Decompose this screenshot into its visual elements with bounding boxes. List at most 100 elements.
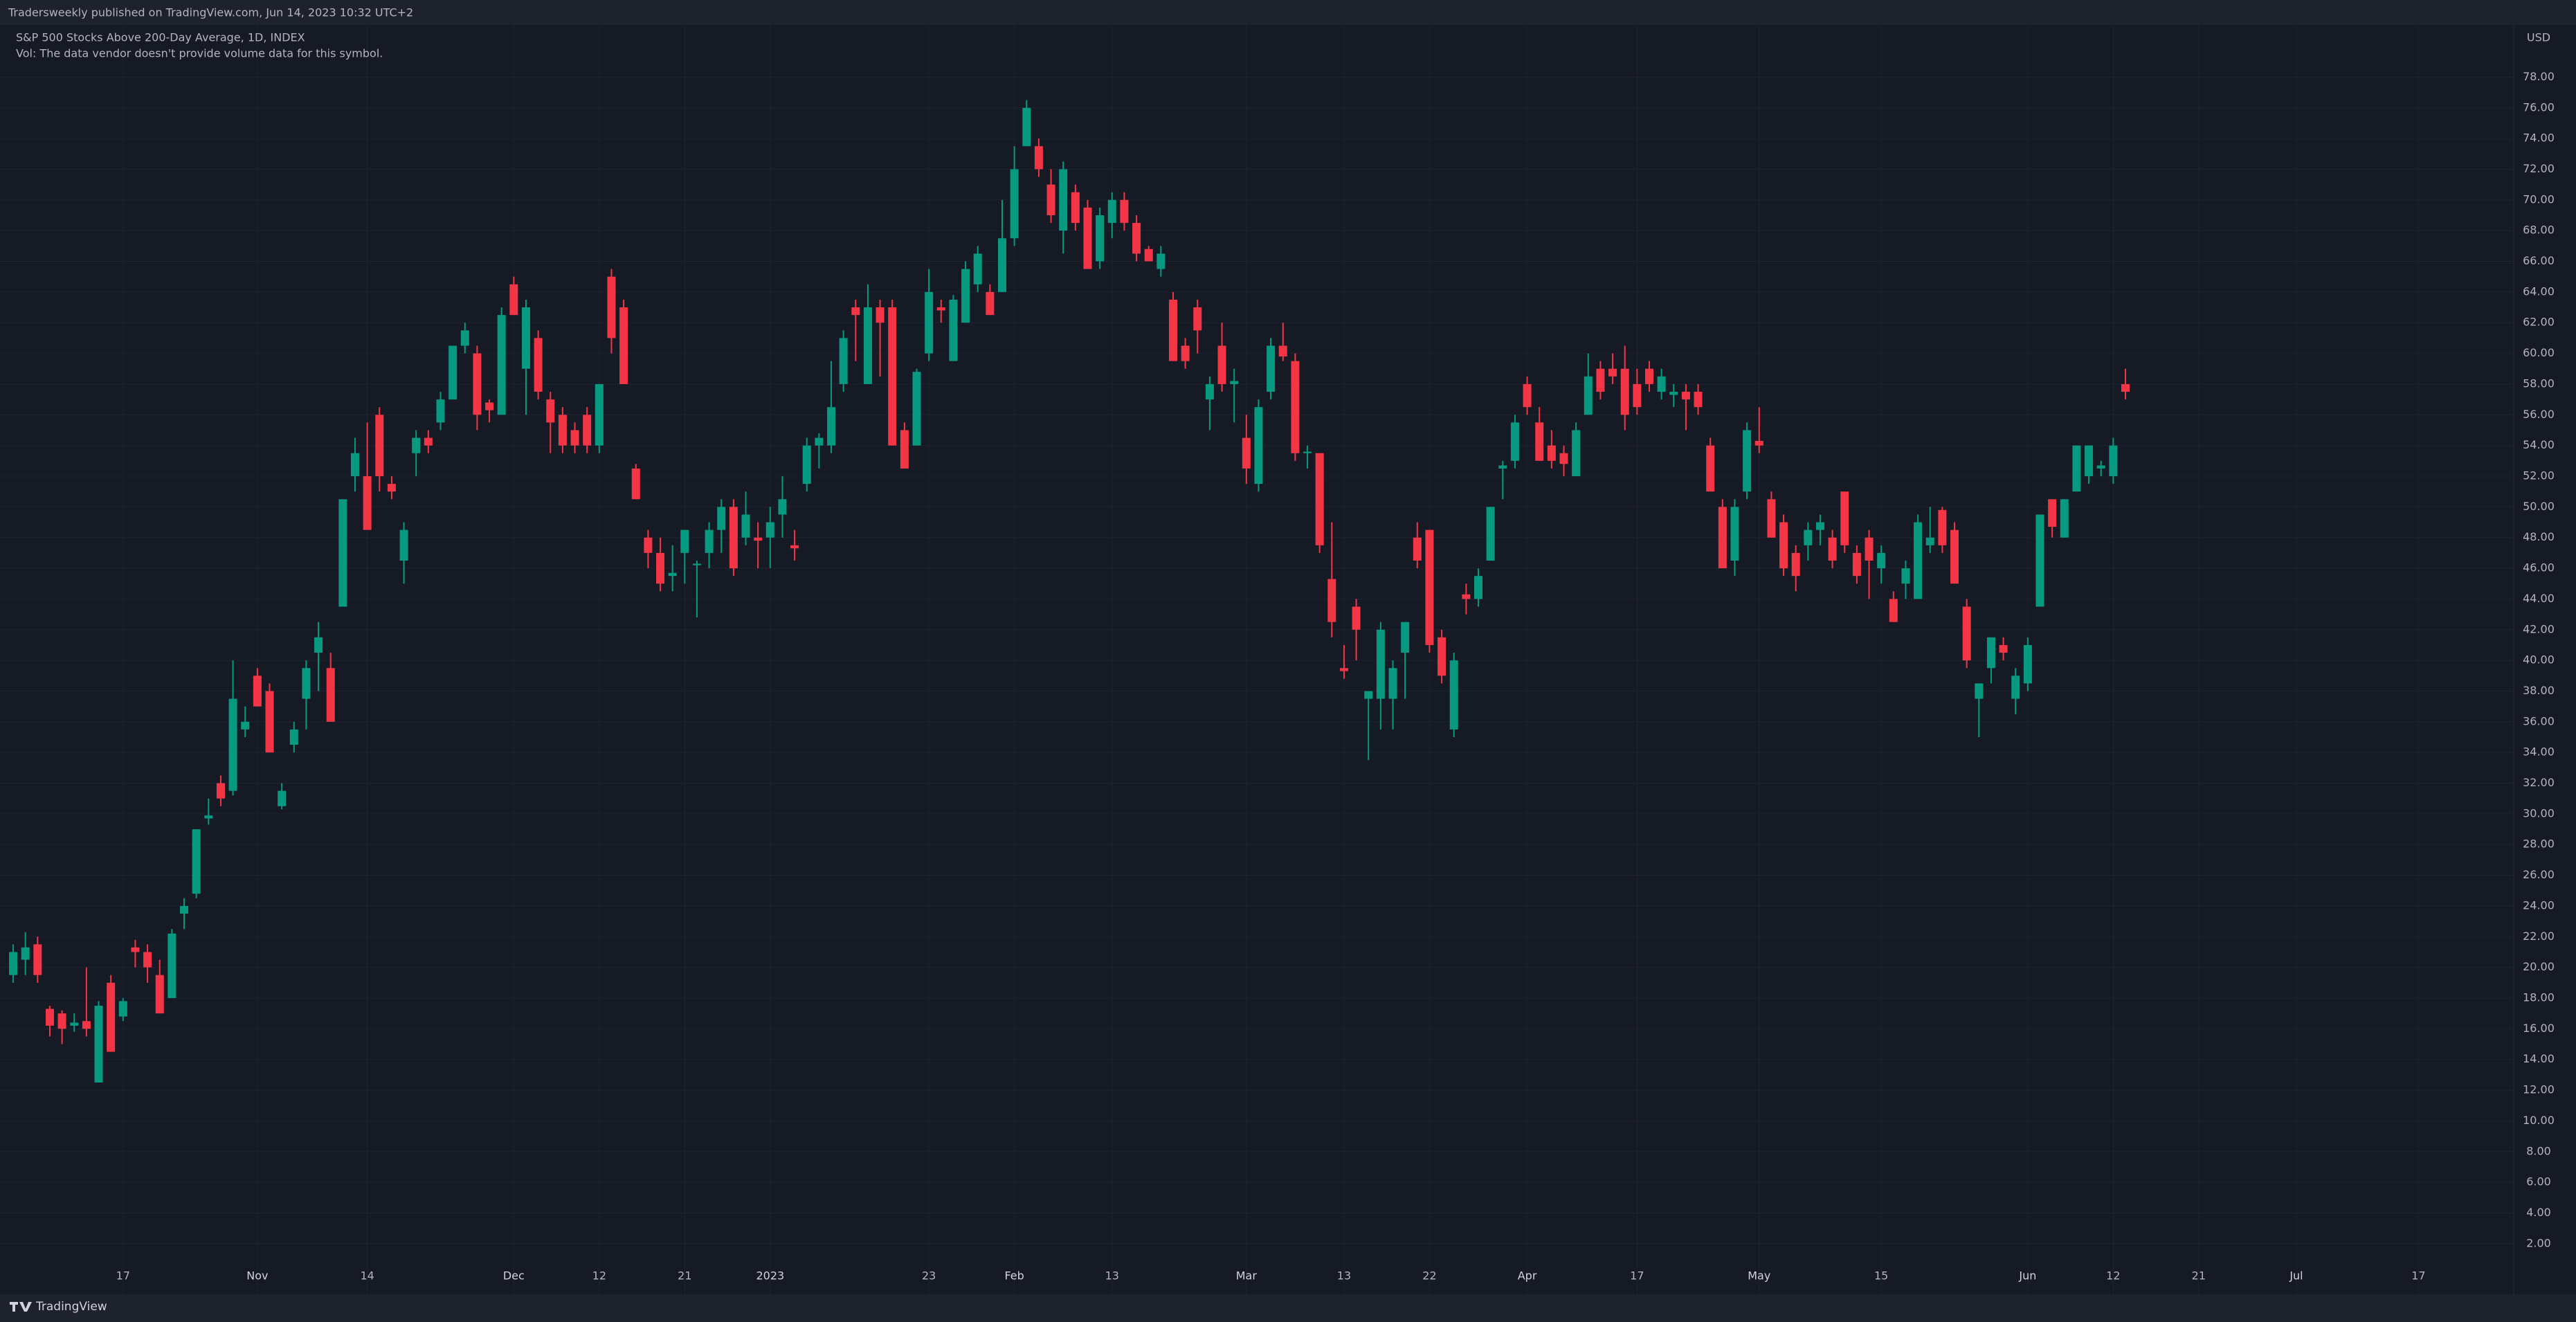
candle-body — [815, 437, 824, 446]
y-tick-label: 6.00 — [2526, 1175, 2551, 1188]
candle-body — [180, 905, 189, 914]
candle-body — [2048, 499, 2057, 527]
candle-body — [216, 783, 225, 799]
candle-body — [387, 484, 396, 492]
candle-body — [302, 668, 311, 699]
candle-body — [131, 947, 140, 952]
candle-body — [1681, 392, 1690, 400]
candle-body — [1425, 529, 1434, 645]
candle-body — [1925, 537, 1934, 545]
candle-body — [1706, 445, 1715, 492]
candle-body — [107, 982, 116, 1052]
candle-body — [2085, 445, 2094, 476]
y-tick-label: 60.00 — [2523, 346, 2555, 359]
candle-body — [192, 829, 201, 894]
y-tick-label: 4.00 — [2526, 1206, 2551, 1219]
candle-body — [1230, 381, 1239, 384]
candle-body — [754, 537, 763, 541]
candle-body — [33, 944, 42, 975]
y-tick-label: 62.00 — [2523, 316, 2555, 329]
x-tick-label: 21 — [2192, 1269, 2206, 1283]
candle-body — [1462, 594, 1471, 599]
candle-body — [1804, 529, 1813, 545]
candle-body — [1157, 253, 1165, 269]
candle-body — [912, 372, 921, 446]
candle-body — [631, 468, 640, 500]
candle-body — [375, 415, 384, 476]
candle-body — [94, 1006, 103, 1083]
candle-body — [1046, 184, 1055, 215]
currency-label: USD — [2527, 31, 2550, 44]
candle-body — [1059, 169, 1068, 231]
candle-body — [485, 402, 494, 410]
candle-body — [692, 563, 701, 565]
candle-body — [1559, 453, 1568, 464]
candle-body — [1754, 440, 1763, 446]
candle-body — [1999, 644, 2008, 653]
candle-body — [546, 399, 555, 423]
candle-body — [399, 529, 408, 561]
candle-body — [1718, 507, 1727, 569]
candle-body — [1267, 345, 1276, 392]
candle-body — [1669, 392, 1678, 395]
candle-body — [338, 499, 347, 607]
candle-body — [448, 345, 457, 400]
candle-body — [155, 975, 164, 1014]
candle-body — [1840, 491, 1849, 545]
candle-body — [876, 307, 885, 323]
candle-body — [253, 676, 262, 707]
candle-body — [70, 1022, 79, 1026]
candle-body — [167, 933, 176, 998]
candle-body — [1815, 522, 1824, 530]
candle-body — [1193, 307, 1202, 331]
candle-body — [1498, 465, 1507, 469]
candle-body — [1510, 422, 1519, 461]
candle-body — [1743, 430, 1752, 492]
candle-body — [1107, 199, 1116, 224]
candle-body — [21, 947, 30, 960]
candle-body — [1584, 376, 1593, 415]
candle-body — [1694, 392, 1703, 408]
candle-body — [656, 552, 665, 584]
candle-body — [1852, 552, 1861, 577]
y-tick-label: 22.00 — [2523, 930, 2555, 943]
candle-body — [1449, 660, 1458, 730]
candle-body — [607, 276, 616, 338]
candle-body — [717, 507, 726, 530]
candle-body — [1975, 683, 1984, 699]
x-tick-label: 13 — [1337, 1269, 1351, 1283]
candle-body — [1865, 537, 1874, 561]
x-tick-label: Mar — [1236, 1269, 1258, 1283]
x-tick-label: Dec — [503, 1269, 525, 1283]
candle-body — [765, 522, 774, 538]
candle-body — [1938, 509, 1947, 545]
y-tick-label: 52.00 — [2523, 469, 2555, 482]
y-tick-label: 64.00 — [2523, 284, 2555, 298]
candle-body — [1986, 637, 1995, 669]
candle-body — [9, 952, 18, 975]
x-tick-label: Feb — [1004, 1269, 1024, 1283]
x-tick-label: Apr — [1518, 1269, 1537, 1283]
candle-body — [1950, 529, 1959, 584]
candle-body — [1278, 345, 1287, 357]
candle-body — [143, 952, 152, 968]
candle-body — [888, 307, 897, 446]
candle-body — [1413, 537, 1422, 561]
y-tick-label: 46.00 — [2523, 561, 2555, 574]
candle-body — [2072, 445, 2081, 492]
symbol-legend: S&P 500 Stocks Above 200-Day Average, 1D… — [16, 31, 305, 44]
candle-body — [1168, 299, 1177, 361]
candle-body — [1291, 361, 1300, 453]
y-tick-label: 48.00 — [2523, 530, 2555, 543]
candle-body — [863, 307, 872, 384]
candle-body — [595, 383, 604, 446]
y-tick-label: 66.00 — [2523, 254, 2555, 267]
candle-body — [986, 291, 995, 316]
candle-body — [1523, 383, 1532, 408]
candle-body — [1242, 437, 1251, 469]
candle-body — [1657, 376, 1666, 392]
candle-body — [2060, 499, 2069, 538]
x-tick-label: 13 — [1105, 1269, 1119, 1283]
candle-body — [729, 507, 738, 569]
candle-body — [680, 529, 689, 553]
